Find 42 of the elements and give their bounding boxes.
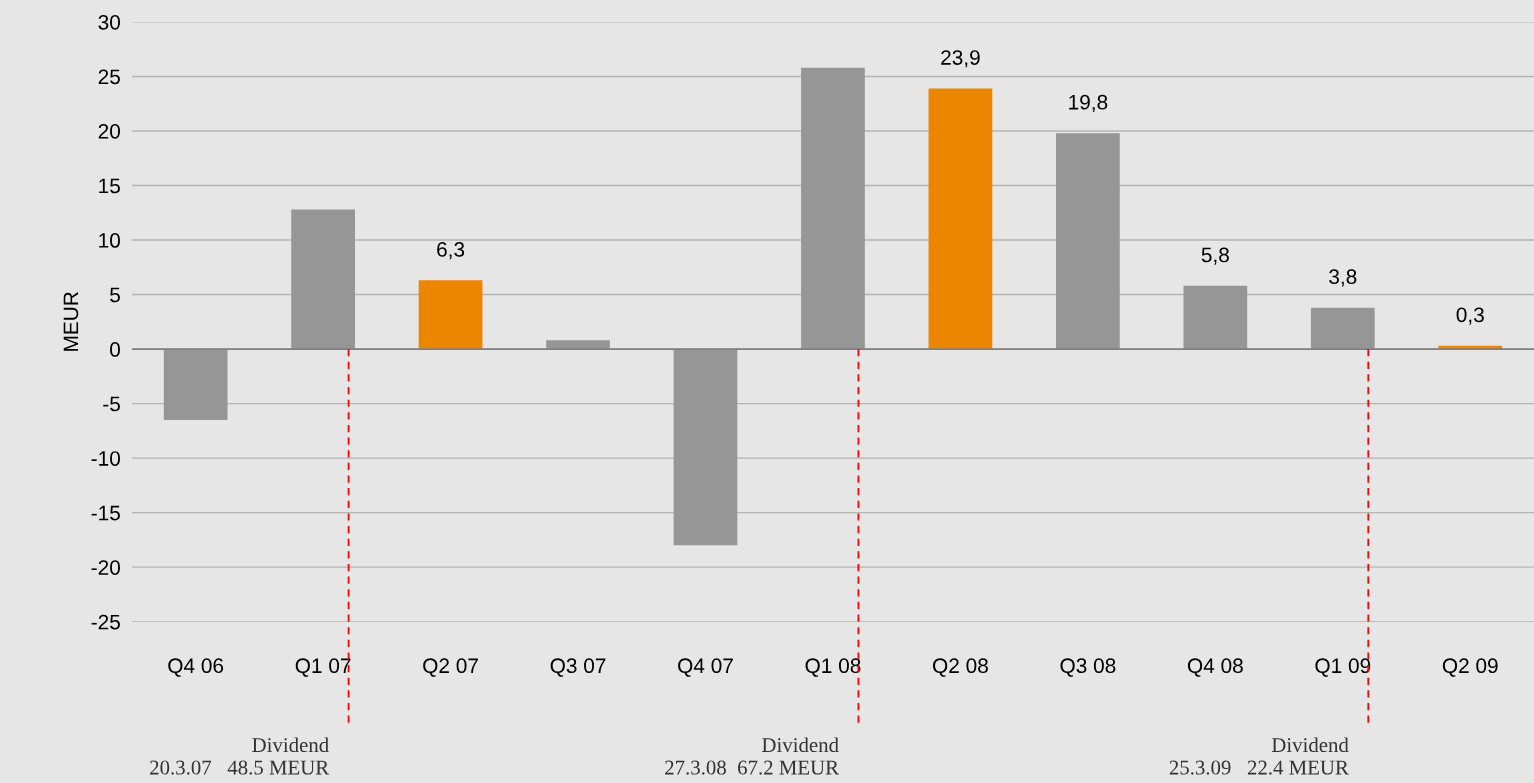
data-label: 6,3 xyxy=(437,242,465,260)
bar xyxy=(928,88,993,350)
bar xyxy=(1310,307,1375,350)
y-tick-label: -5 xyxy=(103,396,120,412)
ref-line-label: Dividend 25.3.09 22.4 MEUR xyxy=(1169,737,1349,775)
ref-line-label: Dividend 20.3.07 48.5 MEUR xyxy=(150,737,330,775)
data-label: 0,3 xyxy=(1456,307,1484,325)
x-tick-label: Q3 08 xyxy=(1060,658,1116,677)
y-tick-label: 20 xyxy=(98,123,120,139)
y-tick-label: -10 xyxy=(91,451,120,466)
x-tick-label: Q2 09 xyxy=(1442,658,1498,677)
y-tick-label: 30 xyxy=(98,14,120,30)
bar xyxy=(1183,285,1248,350)
y-tick-label: 0 xyxy=(110,342,120,357)
y-tick-label: -20 xyxy=(91,560,120,575)
ref-line-label: Dividend 27.3.08 67.2 MEUR xyxy=(665,737,839,775)
bar xyxy=(1056,133,1120,350)
x-tick-label: Q4 08 xyxy=(1187,658,1243,677)
x-tick-label: Q2 08 xyxy=(933,658,988,677)
y-tick-label: 15 xyxy=(99,178,120,194)
x-tick-label: Q2 07 xyxy=(423,658,478,677)
data-label: 19,8 xyxy=(1069,94,1108,113)
x-tick-label: Q3 07 xyxy=(550,658,606,677)
bar xyxy=(163,349,228,420)
y-tick-label: -15 xyxy=(91,505,120,521)
x-tick-label: Q1 08 xyxy=(805,658,861,677)
data-label: 23,9 xyxy=(941,50,980,68)
data-label: 3,8 xyxy=(1329,269,1357,287)
data-label: 5,8 xyxy=(1201,247,1229,265)
bar xyxy=(546,340,610,350)
bar xyxy=(291,209,355,350)
y-axis-title: MEUR xyxy=(63,292,79,351)
x-tick-label: Q1 07 xyxy=(295,658,351,677)
y-tick-label: 5 xyxy=(110,287,120,303)
y-tick-label: -25 xyxy=(91,614,120,630)
x-tick-label: Q4 06 xyxy=(168,658,224,677)
y-tick-label: 10 xyxy=(99,233,120,248)
bar xyxy=(418,280,483,350)
y-tick-label: 25 xyxy=(98,69,120,85)
bar xyxy=(801,67,865,350)
bar xyxy=(673,349,738,546)
x-tick-label: Q4 07 xyxy=(678,658,733,677)
